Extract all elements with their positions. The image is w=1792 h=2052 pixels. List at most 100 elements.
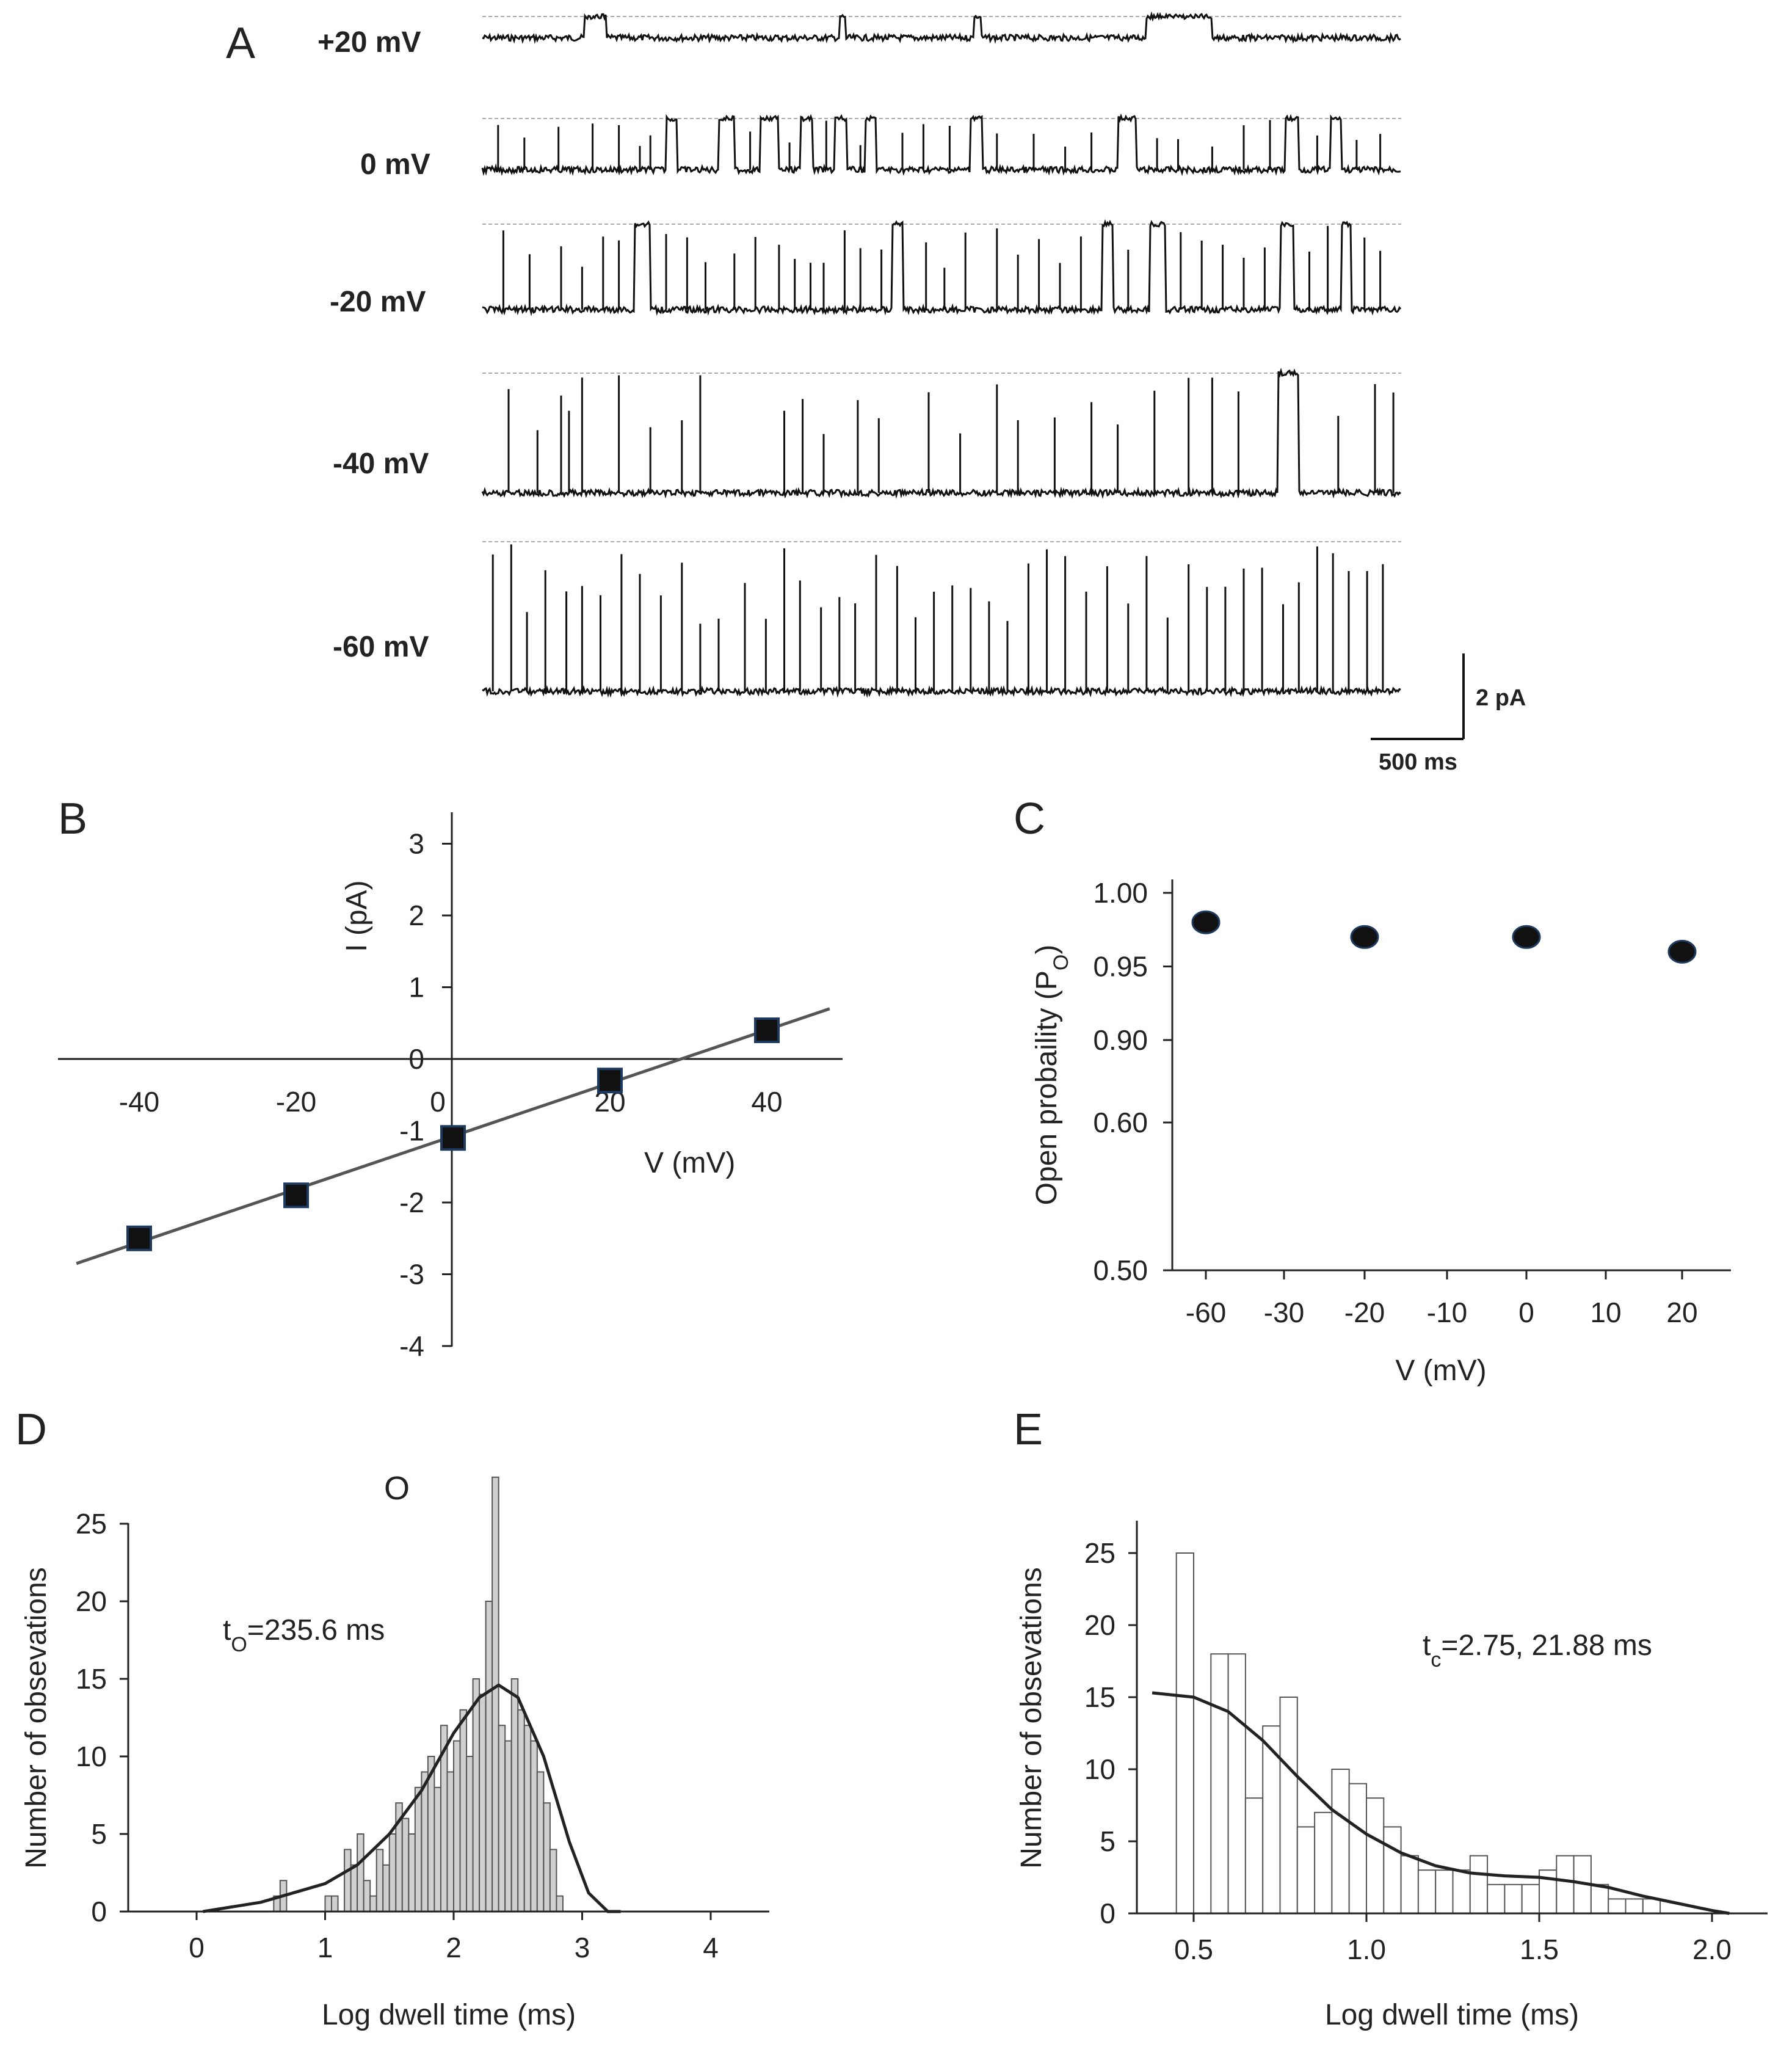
- d-fit-curve: [203, 1683, 621, 1913]
- e-bar: [1296, 1826, 1316, 1914]
- e-y-tick-label: 10: [1084, 1753, 1115, 1785]
- e-x-tick-label: 1.0: [1347, 1934, 1386, 1965]
- b-x-axis-title: V (mV): [644, 1147, 735, 1179]
- d-bar: [388, 1833, 397, 1912]
- e-bar: [1608, 1898, 1627, 1914]
- c-x-tick-label: -10: [1427, 1297, 1467, 1328]
- e-bar: [1227, 1653, 1246, 1914]
- c-y-title-sub: O: [1050, 955, 1073, 970]
- d-bar: [510, 1678, 519, 1912]
- e-bar: [1279, 1697, 1298, 1914]
- e-y-tick-label: 0: [1100, 1897, 1115, 1929]
- b-y-tick-label: 1: [408, 972, 424, 1003]
- e-annot-symbol: t: [1423, 1629, 1431, 1662]
- panel-e-closed-histogram: 0.5 1.0 1.5 2.0 0 5 10 15 20 25 tc=2.75, 21.88 ms…: [1015, 1521, 1768, 2031]
- d-x-tick-label: 2: [446, 1932, 462, 1963]
- d-bar: [421, 1771, 429, 1912]
- panel-a-traces: +20 mV 0 mV -20 mV -40 mV -60 mV 2 pA 50…: [317, 11, 1526, 775]
- b-y-tick-label: 2: [408, 900, 424, 931]
- e-annotation: tc=2.75, 21.88 ms: [1423, 1629, 1652, 1672]
- d-bar: [543, 1802, 551, 1912]
- d-bar: [344, 1849, 352, 1912]
- d-bars: [273, 1476, 564, 1913]
- d-ticks: 0 1 2 3 4 0 5 10 15 20 25: [76, 1508, 719, 1963]
- b-x-tick-label: -40: [119, 1086, 159, 1118]
- e-bar: [1625, 1898, 1644, 1914]
- b-point: [126, 1225, 152, 1251]
- b-x-tick-label: 0: [430, 1086, 446, 1118]
- c-points: [1191, 910, 1697, 964]
- e-bar: [1314, 1811, 1333, 1915]
- d-bar: [479, 1694, 487, 1912]
- e-bar: [1331, 1769, 1350, 1914]
- e-bar: [1400, 1855, 1419, 1915]
- e-annot-sub: c: [1431, 1648, 1441, 1672]
- c-y-tick-label: 1.00: [1093, 877, 1148, 909]
- c-x-axis-title: V (mV): [1395, 1355, 1486, 1387]
- d-bar: [408, 1833, 416, 1912]
- panel-c-open-probability: 1.00 0.95 0.90 0.60 0.50 -60 -30 -20 -10 0 10 20 Op…: [1031, 877, 1731, 1387]
- e-y-tick-label: 25: [1084, 1537, 1115, 1569]
- d-bar: [517, 1709, 525, 1913]
- d-x-tick-label: 3: [575, 1932, 590, 1963]
- c-x-tick-label: -20: [1344, 1297, 1385, 1328]
- c-point: [1512, 925, 1541, 949]
- e-bar: [1244, 1797, 1264, 1914]
- d-bar: [492, 1476, 499, 1913]
- d-bar: [369, 1895, 377, 1913]
- trace-label-0: 0 mV: [360, 148, 430, 181]
- trace-line: [482, 685, 1401, 698]
- c-y-title-close: ): [1031, 945, 1063, 955]
- c-y-tick-label: 0.95: [1093, 951, 1148, 983]
- d-annot-sub: O: [231, 1633, 247, 1656]
- e-bar: [1504, 1883, 1523, 1915]
- e-bar: [1642, 1898, 1661, 1914]
- c-point: [1667, 939, 1697, 964]
- panel-letter-b: B: [58, 795, 87, 843]
- d-bar: [324, 1895, 333, 1913]
- b-x-tick-label: -20: [276, 1086, 316, 1118]
- c-x-tick-label: 0: [1518, 1297, 1534, 1328]
- d-bar: [401, 1817, 410, 1913]
- d-bar: [414, 1786, 423, 1913]
- d-annotation: tO=235.6 ms: [223, 1614, 385, 1656]
- e-y-axis-title: Number of obsevations: [1015, 1567, 1048, 1869]
- c-y-tick-label: 0.90: [1093, 1024, 1148, 1056]
- d-y-tick-label: 5: [91, 1818, 107, 1850]
- b-y-tick-label: 0: [408, 1043, 424, 1075]
- d-bar: [472, 1678, 481, 1912]
- d-bar: [459, 1709, 468, 1913]
- e-y-tick-label: 20: [1084, 1609, 1115, 1641]
- scale-label-time: 500 ms: [1379, 749, 1457, 775]
- c-point: [1191, 910, 1221, 934]
- e-bar: [1452, 1869, 1471, 1914]
- e-bar: [1383, 1826, 1402, 1914]
- b-y-axis-title: I (pA): [341, 880, 373, 951]
- e-x-axis-title: Log dwell time (ms): [1325, 1999, 1579, 2031]
- e-bar: [1521, 1883, 1540, 1915]
- e-bar: [1435, 1869, 1454, 1914]
- trace-label-minus60: -60 mV: [333, 631, 429, 663]
- traces-layer: [481, 11, 1402, 698]
- c-y-axis-title: Open probaility (PO): [1031, 945, 1073, 1206]
- d-bar: [331, 1895, 339, 1913]
- d-bar: [549, 1849, 557, 1912]
- d-y-axis-title: Number of obsevations: [20, 1567, 53, 1869]
- trace-line: [482, 219, 1402, 316]
- c-x-tick-label: -30: [1264, 1297, 1304, 1328]
- e-bar: [1175, 1552, 1194, 1914]
- d-annot-text: =235.6 ms: [247, 1614, 385, 1646]
- d-bar: [363, 1880, 371, 1912]
- b-x-tick-label: 40: [751, 1086, 782, 1118]
- b-y-tick-label: -4: [399, 1330, 424, 1362]
- d-bar: [466, 1756, 474, 1912]
- d-bar: [556, 1895, 564, 1913]
- e-bar: [1469, 1855, 1489, 1915]
- panel-letter-e: E: [1014, 1405, 1043, 1454]
- d-open-symbol: O: [384, 1470, 410, 1507]
- e-bar: [1366, 1797, 1385, 1914]
